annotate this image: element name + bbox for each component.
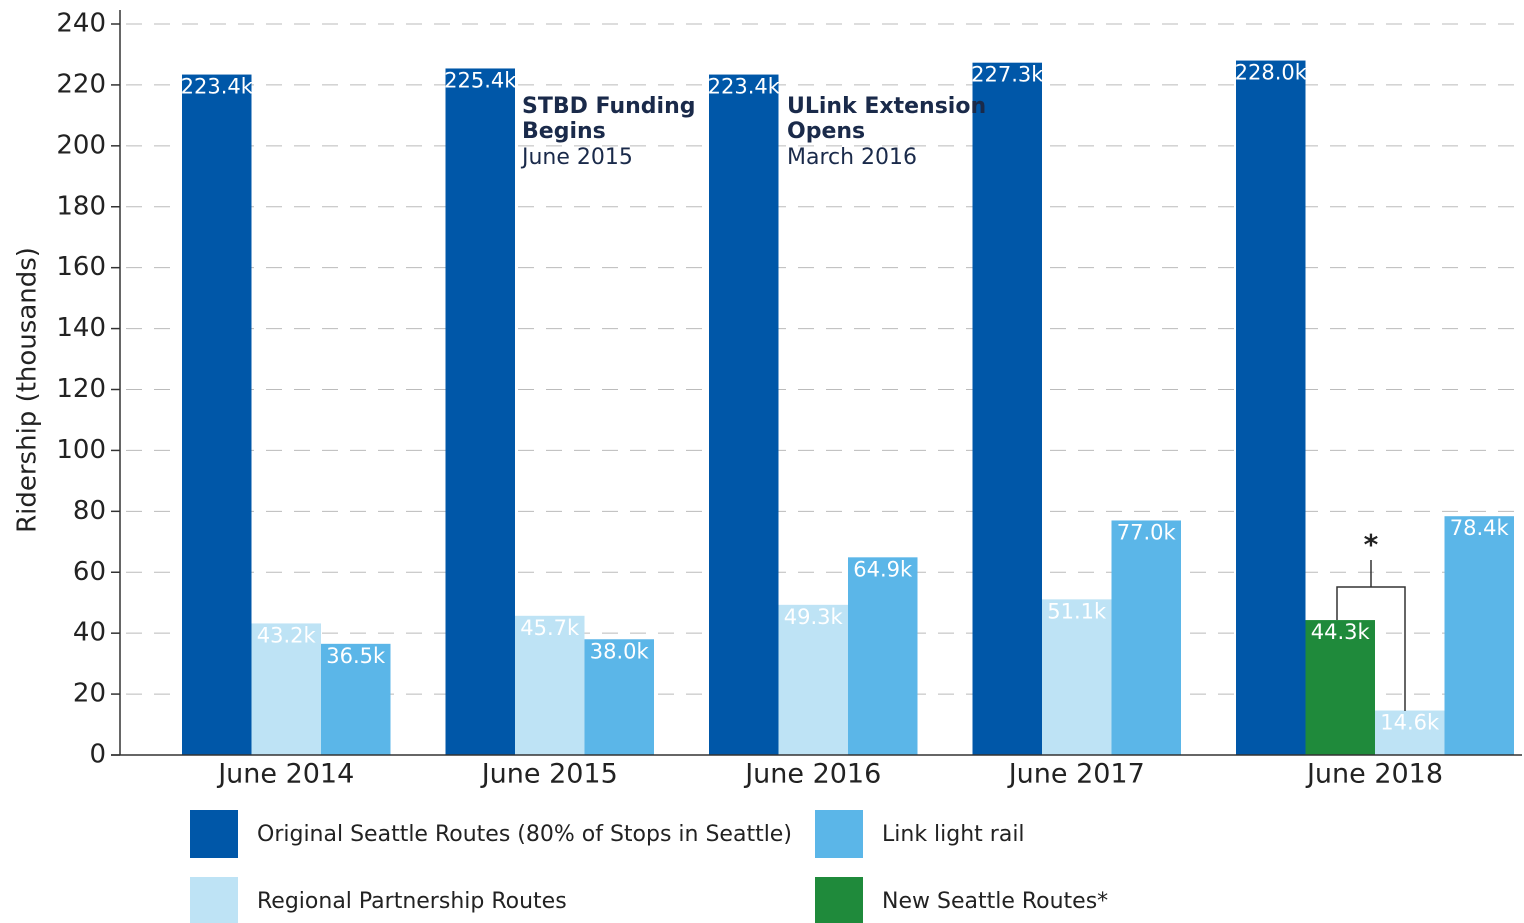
y-tick-label: 0 (89, 740, 106, 770)
bar (445, 68, 515, 755)
bar (1111, 520, 1181, 755)
y-tick-label: 40 (73, 618, 106, 648)
y-axis-label: Ridership (thousands) (13, 247, 43, 533)
y-tick-label: 220 (56, 69, 106, 99)
value-label: 64.9k (853, 557, 913, 581)
x-tick-label: June 2018 (1305, 759, 1443, 790)
value-label: 227.3k (971, 63, 1044, 87)
value-label: 14.6k (1380, 711, 1440, 735)
bracket: * (1336, 528, 1406, 711)
bar (709, 74, 779, 755)
y-tick-label: 240 (56, 9, 106, 39)
x-tick-label: June 2014 (216, 759, 354, 790)
y-tick-label: 160 (56, 252, 106, 282)
y-tick-label: 60 (73, 557, 106, 587)
annotation-title: Opens (787, 119, 865, 144)
annotation-subtitle: June 2015 (520, 145, 633, 170)
x-tick-label: June 2017 (1007, 759, 1145, 790)
y-tick-label: 140 (56, 313, 106, 343)
bar (1042, 599, 1112, 755)
value-label: 78.4k (1450, 516, 1510, 540)
bracket-label: * (1364, 528, 1379, 561)
bar (182, 74, 252, 755)
x-tick-label: June 2015 (480, 759, 618, 790)
value-label: 228.0k (1235, 61, 1308, 85)
bar (1375, 710, 1445, 755)
value-label: 44.3k (1311, 620, 1371, 644)
bar (778, 604, 848, 755)
value-label: 51.1k (1047, 599, 1107, 623)
bar (584, 639, 654, 755)
value-label: 77.0k (1117, 520, 1177, 544)
x-tick-label: June 2016 (743, 759, 881, 790)
bar (251, 623, 321, 755)
value-label: 36.5k (326, 644, 386, 668)
bar (848, 557, 918, 755)
y-tick-label: 20 (73, 679, 106, 709)
annotation-title: STBD Funding (522, 94, 696, 119)
legend-swatch (190, 810, 238, 858)
value-label: 43.2k (257, 623, 317, 647)
legend-swatch (815, 810, 863, 858)
value-label: 225.4k (444, 68, 517, 92)
value-label: 223.4k (181, 75, 254, 99)
annotation-title: ULink Extension (787, 94, 986, 119)
y-tick-label: 200 (56, 130, 106, 160)
bar (1236, 60, 1306, 756)
y-tick-label: 180 (56, 191, 106, 221)
bar (972, 62, 1042, 756)
legend: Original Seattle Routes (80% of Stops in… (190, 810, 1108, 923)
legend-swatch (190, 877, 238, 923)
value-label: 38.0k (590, 639, 650, 663)
bar (321, 643, 391, 755)
legend-label: Regional Partnership Routes (257, 889, 567, 914)
legend-swatch (815, 877, 863, 923)
bar (515, 615, 585, 755)
legend-label: Link light rail (882, 822, 1025, 847)
annotation-subtitle: March 2016 (787, 145, 917, 170)
legend-label: Original Seattle Routes (80% of Stops in… (257, 822, 792, 847)
value-label: 49.3k (784, 605, 844, 629)
bar (1444, 516, 1514, 755)
y-tick-label: 100 (56, 435, 106, 465)
bar (1305, 620, 1375, 755)
value-label: 223.4k (708, 75, 781, 99)
y-tick-label: 120 (56, 374, 106, 404)
y-tick-label: 80 (73, 496, 106, 526)
annotation-title: Begins (522, 119, 606, 144)
legend-label: New Seattle Routes* (882, 889, 1108, 914)
value-label: 45.7k (520, 616, 580, 640)
